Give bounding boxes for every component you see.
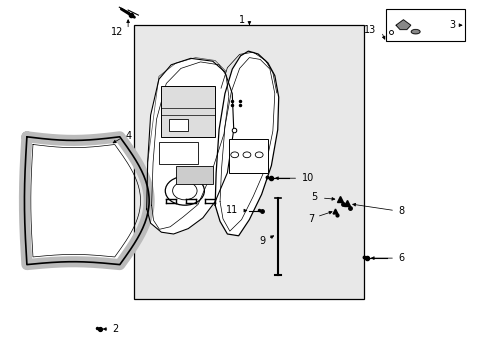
Text: 12: 12 (111, 27, 123, 37)
Polygon shape (146, 58, 233, 234)
Bar (159, 142, 198, 164)
Text: 1: 1 (239, 15, 245, 25)
Text: 11: 11 (226, 205, 238, 215)
Text: 3: 3 (448, 20, 455, 30)
Ellipse shape (410, 30, 419, 34)
Polygon shape (215, 51, 278, 236)
Text: 2: 2 (112, 324, 119, 334)
Bar (176, 166, 212, 184)
Text: 9: 9 (258, 236, 264, 246)
Text: 6: 6 (397, 253, 404, 263)
Polygon shape (395, 20, 410, 30)
Bar (386, 9, 464, 41)
Bar (168, 119, 188, 131)
Bar (161, 86, 215, 137)
Text: 4: 4 (125, 131, 131, 141)
Text: 13: 13 (364, 24, 376, 35)
Text: 5: 5 (311, 192, 317, 202)
Bar (228, 139, 267, 173)
Text: 10: 10 (302, 173, 314, 183)
Text: 8: 8 (397, 206, 404, 216)
Text: 7: 7 (307, 213, 313, 224)
Bar (134, 25, 364, 299)
